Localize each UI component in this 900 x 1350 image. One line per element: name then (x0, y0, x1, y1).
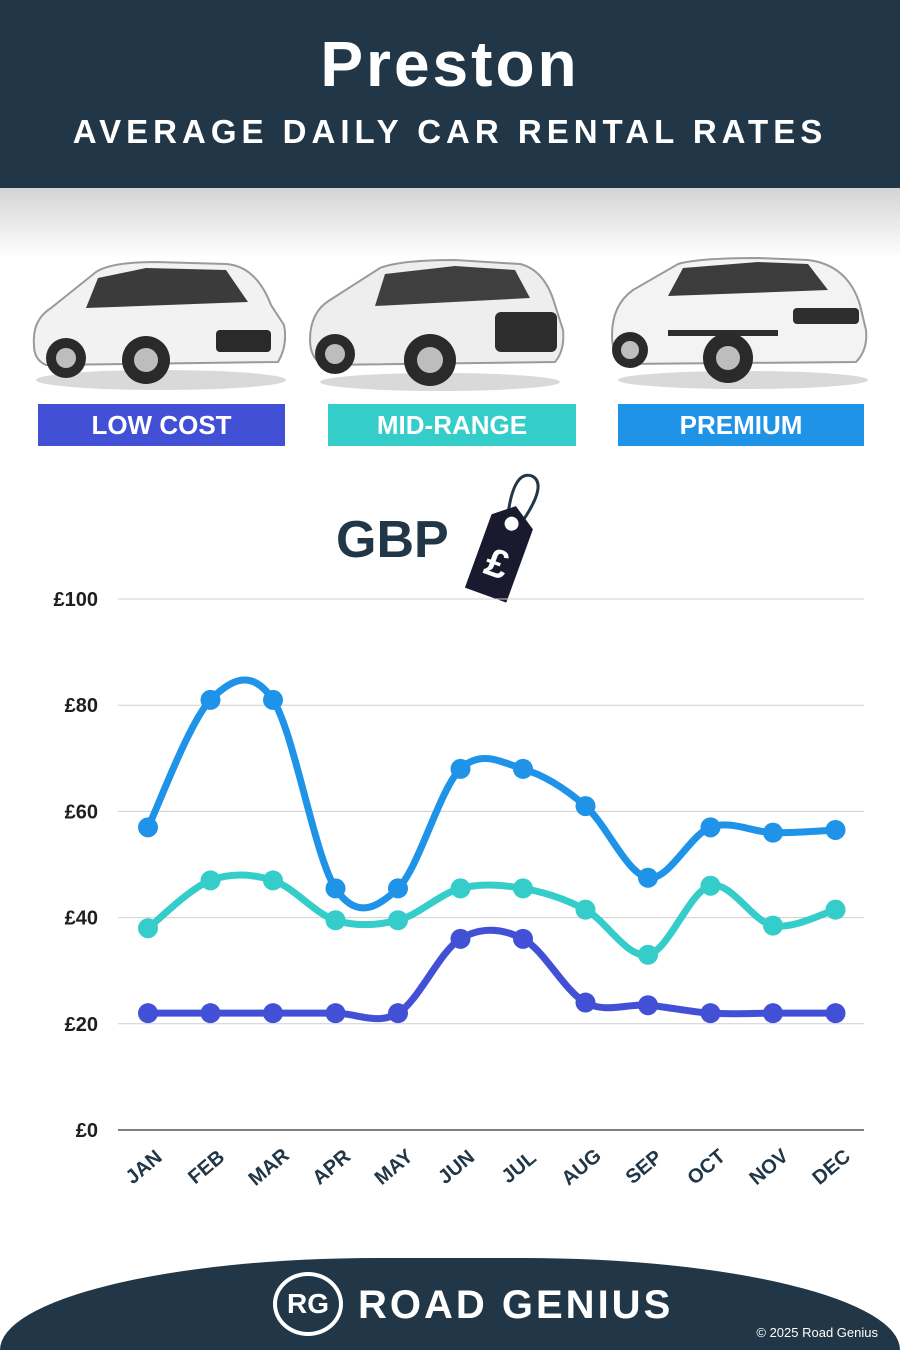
rental-rates-line-chart: £0 £20 £40 £60 £80 £100 JAN FEB MAR APR MAY JUN JUL… (54, 589, 864, 1190)
data-point-low (763, 1003, 783, 1024)
data-point-premium (200, 689, 221, 710)
data-point-low (450, 928, 471, 949)
data-point-premium (575, 796, 596, 817)
data-point-low (325, 1003, 346, 1024)
data-point-premium (638, 867, 658, 888)
y-tick-label: £60 (65, 801, 98, 823)
data-point-mid (825, 899, 846, 920)
data-point-premium (388, 878, 408, 899)
data-point-low (575, 992, 596, 1013)
data-point-mid (575, 899, 596, 920)
y-tick-label: £0 (76, 1120, 98, 1142)
data-point-mid (638, 944, 658, 965)
data-point-low (138, 1003, 158, 1024)
road-genius-logo: RG (273, 1272, 343, 1336)
data-point-premium (325, 878, 346, 899)
data-point-premium (513, 758, 533, 779)
data-point-mid (388, 910, 408, 931)
series-line-mid (144, 871, 839, 959)
data-point-low (200, 1003, 221, 1024)
hatchback-car-image (26, 250, 286, 395)
data-point-mid (513, 878, 533, 899)
data-point-low (388, 1003, 408, 1024)
mid-range-label: MID-RANGE (328, 404, 576, 446)
y-tick-label: £40 (65, 908, 98, 930)
premium-label: PREMIUM (618, 404, 864, 446)
data-point-low (825, 1003, 846, 1024)
x-tick-label: SEP (622, 1146, 667, 1189)
data-point-low (513, 928, 533, 949)
data-point-mid (700, 875, 721, 896)
data-point-mid (138, 918, 158, 939)
data-point-premium (825, 819, 846, 840)
x-tick-label: NOV (745, 1145, 793, 1190)
x-tick-label: JUL (498, 1147, 541, 1188)
data-point-mid (450, 878, 471, 899)
data-point-premium (700, 817, 721, 838)
data-point-mid (200, 870, 221, 891)
suv-car-image (305, 250, 565, 395)
series-line-low (144, 926, 839, 1023)
data-point-mid (763, 915, 783, 936)
x-tick-label: OCT (683, 1145, 729, 1189)
data-point-premium (138, 817, 158, 838)
data-point-mid (325, 910, 346, 931)
price-tag-icon: £ (464, 473, 540, 603)
x-tick-label: AUG (558, 1145, 606, 1190)
data-point-low (263, 1003, 283, 1024)
x-tick-label: JUN (434, 1146, 479, 1189)
data-point-premium (263, 689, 283, 710)
page-title: Preston (320, 28, 580, 100)
x-tick-label: APR (308, 1145, 355, 1189)
x-tick-label: FEB (184, 1146, 229, 1189)
header-banner: Preston AVERAGE DAILY CAR RENTAL RATES (0, 0, 900, 188)
y-tick-label: £100 (54, 589, 99, 611)
low-cost-label: LOW COST (38, 404, 285, 446)
x-tick-label: JAN (122, 1146, 167, 1189)
currency-label: GBP (336, 511, 449, 569)
copyright-text: © 2025 Road Genius (756, 1325, 878, 1340)
x-tick-label: MAY (371, 1145, 418, 1190)
data-point-premium (763, 822, 783, 843)
brand-name: ROAD GENIUS (358, 1283, 674, 1327)
header-shadow (0, 188, 900, 258)
data-point-premium (450, 758, 471, 779)
data-point-mid (263, 870, 283, 891)
luxury-suv-car-image (608, 250, 868, 395)
x-tick-label: MAR (245, 1144, 294, 1190)
data-point-low (700, 1003, 721, 1024)
y-tick-label: £80 (65, 695, 98, 717)
page-subtitle: AVERAGE DAILY CAR RENTAL RATES (72, 113, 828, 150)
x-tick-label: DEC (808, 1145, 854, 1189)
y-tick-label: £20 (65, 1014, 98, 1036)
data-point-low (638, 995, 658, 1016)
